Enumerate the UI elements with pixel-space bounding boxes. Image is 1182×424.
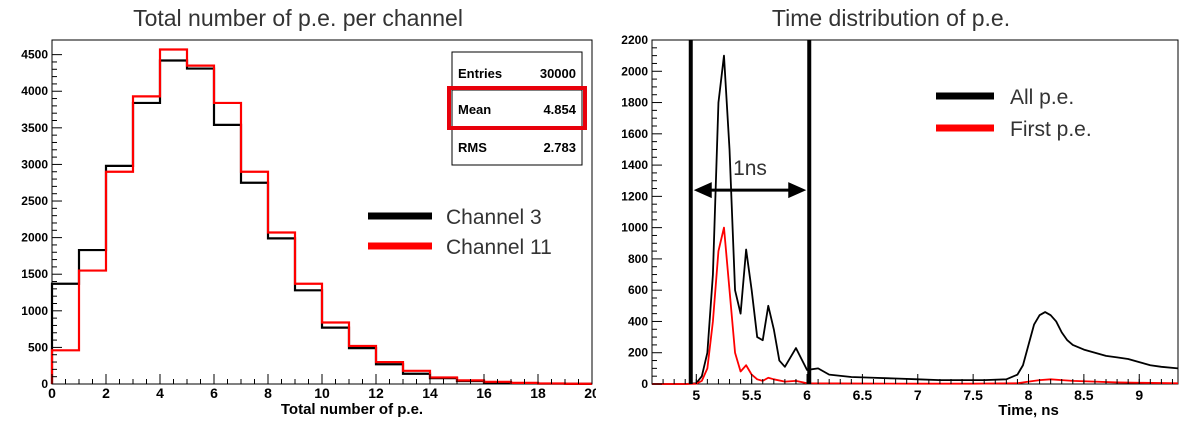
x-tick-label: 5.5 (742, 387, 762, 403)
y-tick-label: 500 (28, 340, 48, 354)
x-tick-label: 14 (422, 385, 438, 401)
x-tick-label: 16 (476, 385, 492, 401)
time-series-0 (652, 54, 1179, 385)
stats-entries-label: Entries (458, 66, 502, 81)
stats-entries-value: 30000 (540, 66, 576, 81)
stats-mean-value: 4.854 (543, 102, 576, 117)
y-tick-label: 0 (641, 377, 648, 391)
right-chart-panel: Time distribution of p.e. 1ns 0 200 400 600 8… (600, 0, 1182, 424)
y-tick-label: 200 (628, 346, 648, 360)
x-tick-label: 7 (914, 387, 922, 403)
legend-label-0: Channel 3 (446, 206, 542, 229)
x-axis-label: Total number of p.e. (281, 401, 423, 418)
interval-arrow-head-left (693, 182, 712, 199)
x-tick-label: 20 (584, 385, 596, 401)
legend-label-1: First p.e. (1010, 118, 1092, 141)
y-tick-label: 2200 (621, 33, 648, 47)
legend-label-1: Channel 11 (446, 236, 552, 259)
y-tick-label: 1000 (621, 221, 648, 235)
stats-mean-label: Mean (458, 102, 491, 117)
mean-highlight-box (447, 86, 587, 130)
right-chart-title: Time distribution of p.e. (771, 5, 1011, 31)
plot-frame (651, 39, 1179, 385)
x-tick-label: 18 (530, 385, 546, 401)
y-tick-label: 4000 (21, 84, 48, 98)
stats-rms-label: RMS (458, 140, 487, 155)
x-tick-label: 6 (803, 387, 811, 403)
y-tick-label: 1400 (621, 158, 648, 172)
right-chart-svg: 1ns 0 200 400 600 800 1000 1200 1400 1600 1800 2000… (621, 33, 1179, 419)
y-tick-label: 600 (628, 283, 648, 297)
x-tick-label: 6.5 (853, 387, 873, 403)
stats-box (451, 51, 583, 166)
x-tick-label: 4 (156, 385, 164, 401)
time-series-1 (652, 226, 1179, 385)
x-tick-label: 5 (692, 387, 700, 403)
y-tick-label: 3500 (21, 121, 48, 135)
interval-arrow-head-right (788, 182, 807, 199)
y-tick-label: 2000 (621, 64, 648, 78)
stats-rms-value: 2.783 (543, 140, 576, 155)
x-tick-label: 8 (264, 385, 272, 401)
x-tick-label: 7.5 (963, 387, 983, 403)
x-tick-label: 9 (1135, 387, 1143, 403)
y-tick-label: 1500 (21, 267, 48, 281)
y-tick-label: 1600 (621, 127, 648, 141)
x-tick-label: 12 (368, 385, 384, 401)
x-tick-label: 8.5 (1074, 387, 1094, 403)
x-axis-label: Time, ns (998, 402, 1059, 419)
y-tick-label: 1200 (621, 189, 648, 203)
histogram-series-1 (50, 48, 592, 385)
interval-label: 1ns (733, 157, 767, 180)
y-tick-label: 1000 (21, 304, 48, 318)
left-chart-svg: 0 500 1000 1500 2000 2500 3000 3500 4000 4500 0 2 4 6… (21, 39, 596, 418)
left-chart-panel: Total number of p.e. per channel 0 500 100… (21, 5, 596, 418)
x-tick-label: 10 (314, 385, 330, 401)
y-tick-label: 3000 (21, 157, 48, 171)
legend-label-0: All p.e. (1010, 86, 1074, 109)
x-tick-label: 2 (102, 385, 110, 401)
y-tick-label: 2500 (21, 194, 48, 208)
y-tick-label: 2000 (21, 231, 48, 245)
y-tick-label: 4500 (21, 48, 48, 62)
y-tick-label: 1800 (621, 96, 648, 110)
x-tick-label: 0 (48, 385, 56, 401)
y-tick-label: 0 (41, 377, 48, 391)
y-tick-label: 400 (628, 314, 648, 328)
x-tick-label: 6 (210, 385, 218, 401)
y-tick-label: 800 (628, 252, 648, 266)
x-tick-label: 8 (1025, 387, 1033, 403)
left-chart-title: Total number of p.e. per channel (133, 5, 463, 31)
